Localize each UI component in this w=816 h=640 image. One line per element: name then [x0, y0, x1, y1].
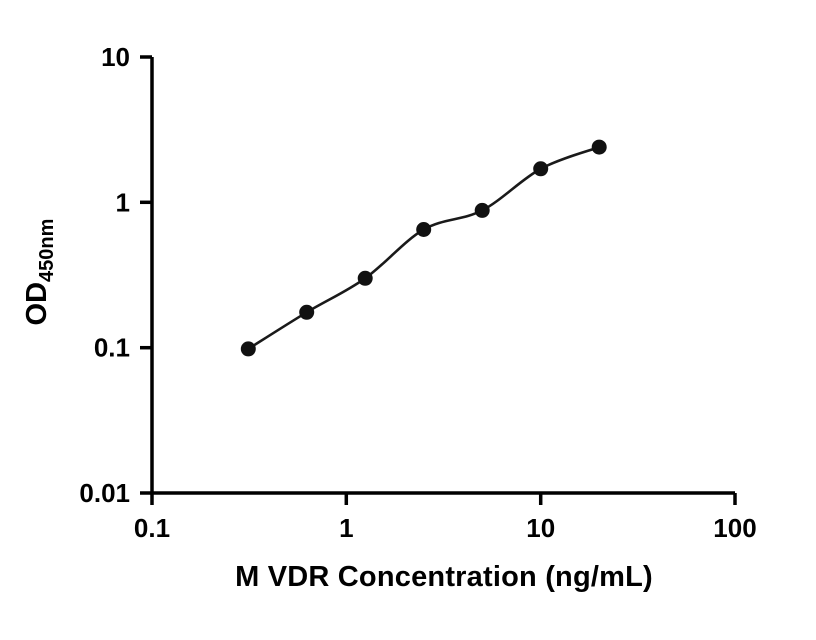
y-tick-label: 1 — [116, 187, 130, 217]
data-point — [299, 304, 315, 320]
x-tick-label: 100 — [713, 513, 756, 543]
y-axis-title-subscript: 450nm — [36, 219, 58, 282]
data-point — [240, 341, 256, 357]
data-point — [416, 222, 432, 237]
data-point — [474, 202, 490, 218]
axis-spine — [150, 57, 735, 495]
y-tick-label: 0.1 — [94, 333, 130, 363]
data-point — [533, 161, 549, 177]
y-tick-label: 0.01 — [79, 478, 130, 508]
y-axis-title-main: OD — [21, 282, 53, 326]
x-tick-label: 1 — [339, 513, 353, 543]
x-axis-title: M VDR Concentration (ng/mL) — [235, 561, 653, 593]
fit-curve — [247, 145, 600, 351]
x-tick-label: 10 — [526, 513, 555, 543]
y-tick-label: 10 — [101, 42, 130, 72]
y-axis-title: OD450nm — [21, 219, 58, 326]
data-point — [591, 139, 607, 155]
data-point — [357, 270, 373, 286]
x-tick-label: 0.1 — [134, 513, 170, 543]
